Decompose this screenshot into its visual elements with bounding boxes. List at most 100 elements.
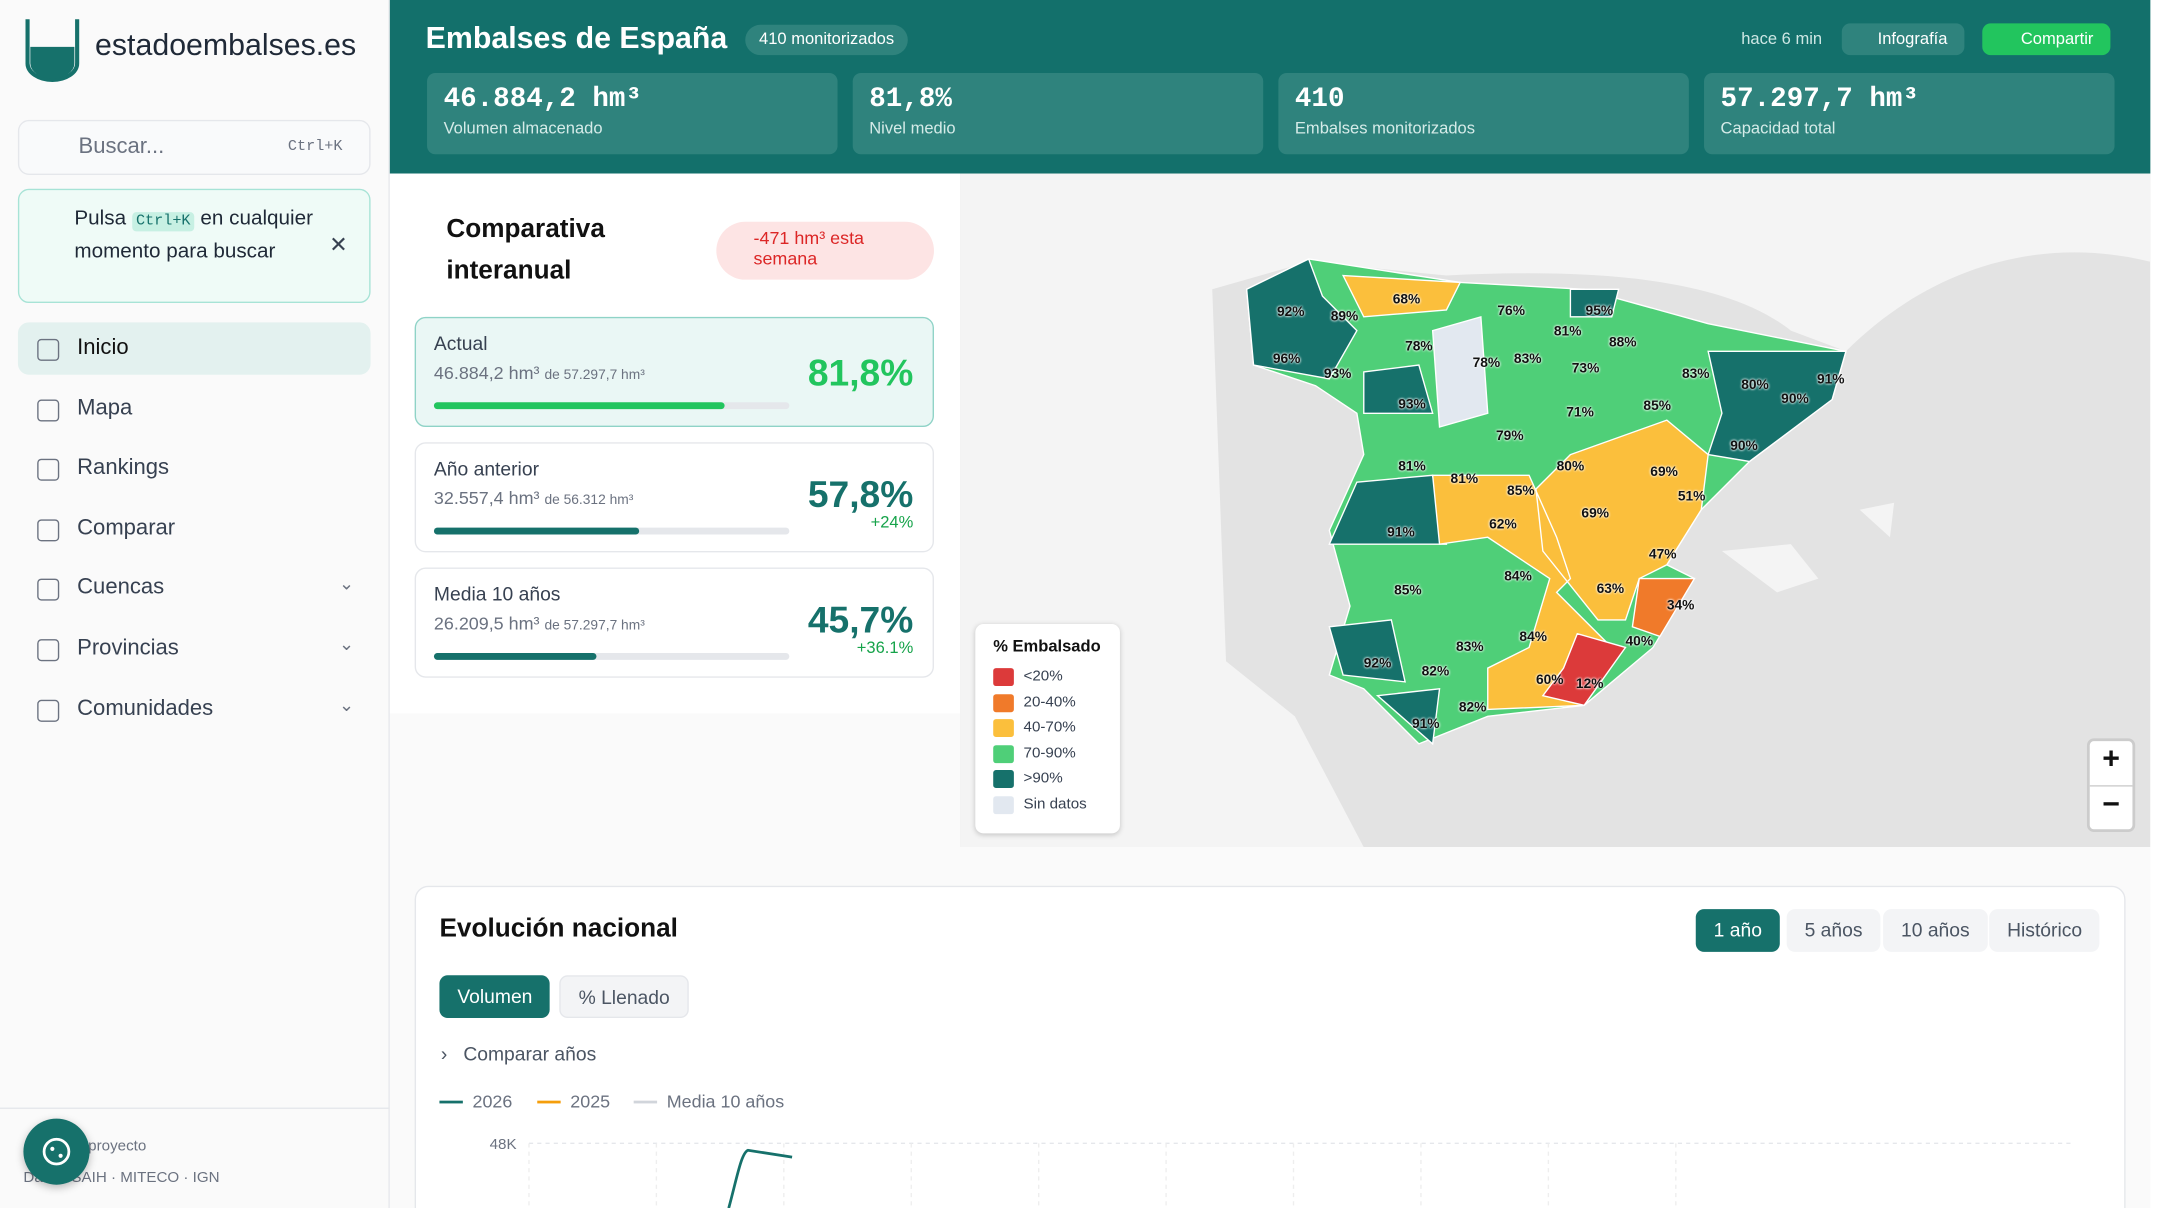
nav-item[interactable]: Inicio bbox=[17, 322, 371, 375]
map-label: 91% bbox=[1411, 717, 1440, 733]
map-label: 78% bbox=[1472, 356, 1501, 372]
compare-toggle[interactable]: › Comparar años bbox=[440, 1042, 597, 1065]
legend-item: 40-70% bbox=[993, 715, 1120, 741]
delta-badge: -471 hm³ esta semana bbox=[716, 221, 934, 280]
tip-close[interactable]: ✕ bbox=[329, 234, 348, 258]
share-button[interactable]: Compartir bbox=[1982, 23, 2110, 56]
map[interactable] bbox=[960, 173, 2151, 848]
map-label: 40% bbox=[1625, 634, 1654, 650]
card-capacity: de 57.297,7 hm³ bbox=[544, 618, 645, 634]
nav-icon bbox=[37, 338, 60, 361]
map-label: 69% bbox=[1650, 464, 1678, 481]
mode-button[interactable]: % Llenado bbox=[559, 975, 690, 1019]
map-label: 90% bbox=[1730, 438, 1758, 454]
nav-item[interactable]: Provincias ⌄ bbox=[18, 623, 371, 675]
tip-box: Pulsa Ctrl+K en cualquier momento para b… bbox=[17, 188, 371, 304]
legend-label: Sin datos bbox=[1023, 796, 1087, 813]
card-amount: 32.557,4 hm³ de 56.312 hm³ bbox=[434, 488, 915, 509]
search-box[interactable] bbox=[17, 119, 371, 175]
nav-item[interactable]: Comunidades ⌄ bbox=[18, 683, 371, 735]
map-label: 92% bbox=[1276, 305, 1305, 321]
legend-swatch bbox=[993, 796, 1014, 815]
stat-label: Nivel medio bbox=[869, 118, 956, 138]
nav-item[interactable]: Mapa bbox=[18, 382, 371, 434]
map-label: 85% bbox=[1507, 484, 1535, 500]
card-amount: 26.209,5 hm³ de 57.297,7 hm³ bbox=[434, 613, 915, 634]
nav-label: Comunidades bbox=[77, 696, 214, 720]
range-button[interactable]: 5 años bbox=[1786, 909, 1881, 952]
legend-swatch bbox=[993, 744, 1014, 763]
nav-icon bbox=[37, 458, 60, 482]
map-label: 88% bbox=[1608, 335, 1637, 351]
comparison-card: Año anterior 32.557,4 hm³ de 56.312 hm³ 57… bbox=[414, 442, 934, 553]
nav-item[interactable]: Comparar bbox=[18, 503, 371, 555]
card-capacity: de 57.297,7 hm³ bbox=[544, 367, 645, 383]
compare-text: Comparar años bbox=[463, 1042, 597, 1065]
cookie-button[interactable] bbox=[23, 1118, 90, 1185]
map-label: 34% bbox=[1666, 598, 1695, 614]
card-amount: 46.884,2 hm³ de 57.297,7 hm³ bbox=[434, 362, 915, 383]
search-shortcut: Ctrl+K bbox=[287, 139, 343, 156]
map-label: 60% bbox=[1535, 672, 1564, 689]
map-label: 91% bbox=[1816, 372, 1845, 388]
stat-value: 81,8% bbox=[869, 84, 952, 116]
mode-button[interactable]: Volumen bbox=[439, 975, 551, 1019]
nav-chevron: ⌄ bbox=[339, 573, 355, 595]
range-button[interactable]: 1 año bbox=[1695, 909, 1780, 952]
legend-label: 20-40% bbox=[1023, 693, 1076, 711]
map-label: 92% bbox=[1363, 656, 1392, 672]
progress-fill bbox=[433, 527, 640, 535]
card-amount-value: 46.884,2 hm³ bbox=[433, 362, 540, 383]
nav-icon bbox=[37, 639, 60, 662]
legend-title: % Embalsado bbox=[993, 636, 1101, 656]
map-label: 68% bbox=[1392, 292, 1421, 308]
card-percent: 81,8% bbox=[807, 352, 914, 394]
map-label: 84% bbox=[1519, 630, 1547, 646]
comparison-panel-bottom bbox=[389, 713, 961, 848]
nav-icon bbox=[37, 519, 60, 542]
card-capacity: de 56.312 hm³ bbox=[544, 493, 634, 509]
range-button[interactable]: Histórico bbox=[1989, 909, 2101, 952]
legend-line bbox=[439, 1100, 463, 1104]
nav-label: Rankings bbox=[77, 456, 170, 480]
stat-label: Volumen almacenado bbox=[443, 118, 603, 138]
nav-item[interactable]: Rankings bbox=[18, 442, 371, 494]
map-label: 51% bbox=[1677, 489, 1706, 505]
map-label: 80% bbox=[1556, 459, 1585, 475]
legend-item: <20% bbox=[993, 664, 1120, 690]
legend: % Embalsado <20% 20-40% 40-70% 70-90% >90% Sin… bbox=[975, 624, 1120, 834]
zoom-out[interactable]: − bbox=[2102, 786, 2120, 822]
infographic-button[interactable]: Infografía bbox=[1841, 23, 1964, 56]
map-label: 82% bbox=[1421, 664, 1450, 680]
search-placeholder: Buscar... bbox=[78, 134, 165, 159]
footer-line bbox=[0, 1107, 390, 1109]
delta-text: -471 hm³ esta semana bbox=[753, 227, 865, 269]
map-label: 81% bbox=[1450, 471, 1479, 487]
legend-item: 20-40% bbox=[993, 690, 1120, 716]
card-percent: 57,8% bbox=[807, 473, 914, 516]
map-label: 78% bbox=[1405, 339, 1433, 355]
map-label: 95% bbox=[1585, 303, 1614, 319]
map-label: 85% bbox=[1643, 398, 1671, 414]
map-label: 80% bbox=[1741, 378, 1769, 394]
map-label: 96% bbox=[1272, 351, 1301, 368]
progress-track bbox=[433, 652, 790, 660]
card-name: Año anterior bbox=[433, 457, 540, 480]
legend-label: >90% bbox=[1023, 770, 1063, 788]
nav-label: Comparar bbox=[77, 516, 176, 540]
tip-post: en cualquier momento para buscar bbox=[74, 206, 314, 264]
nav-chevron: ⌄ bbox=[339, 693, 355, 715]
stat-label: Embalses monitorizados bbox=[1294, 118, 1475, 138]
card-name: Actual bbox=[433, 331, 488, 355]
range-button[interactable]: 10 años bbox=[1883, 909, 1988, 952]
comparison-card: Actual 46.884,2 hm³ de 57.297,7 hm³ 81,8% bbox=[414, 316, 934, 428]
zoom-in[interactable]: + bbox=[2089, 741, 2133, 787]
legend-line bbox=[633, 1100, 658, 1104]
stat-value: 410 bbox=[1294, 84, 1345, 116]
map-label: 90% bbox=[1781, 391, 1809, 408]
nav-item[interactable]: Cuencas ⌄ bbox=[18, 563, 371, 615]
stat-value: 57.297,7 hm³ bbox=[1720, 84, 1919, 116]
map-label: 82% bbox=[1458, 700, 1487, 716]
header-title: Embalses de España bbox=[425, 20, 728, 56]
progress-fill bbox=[433, 652, 597, 660]
